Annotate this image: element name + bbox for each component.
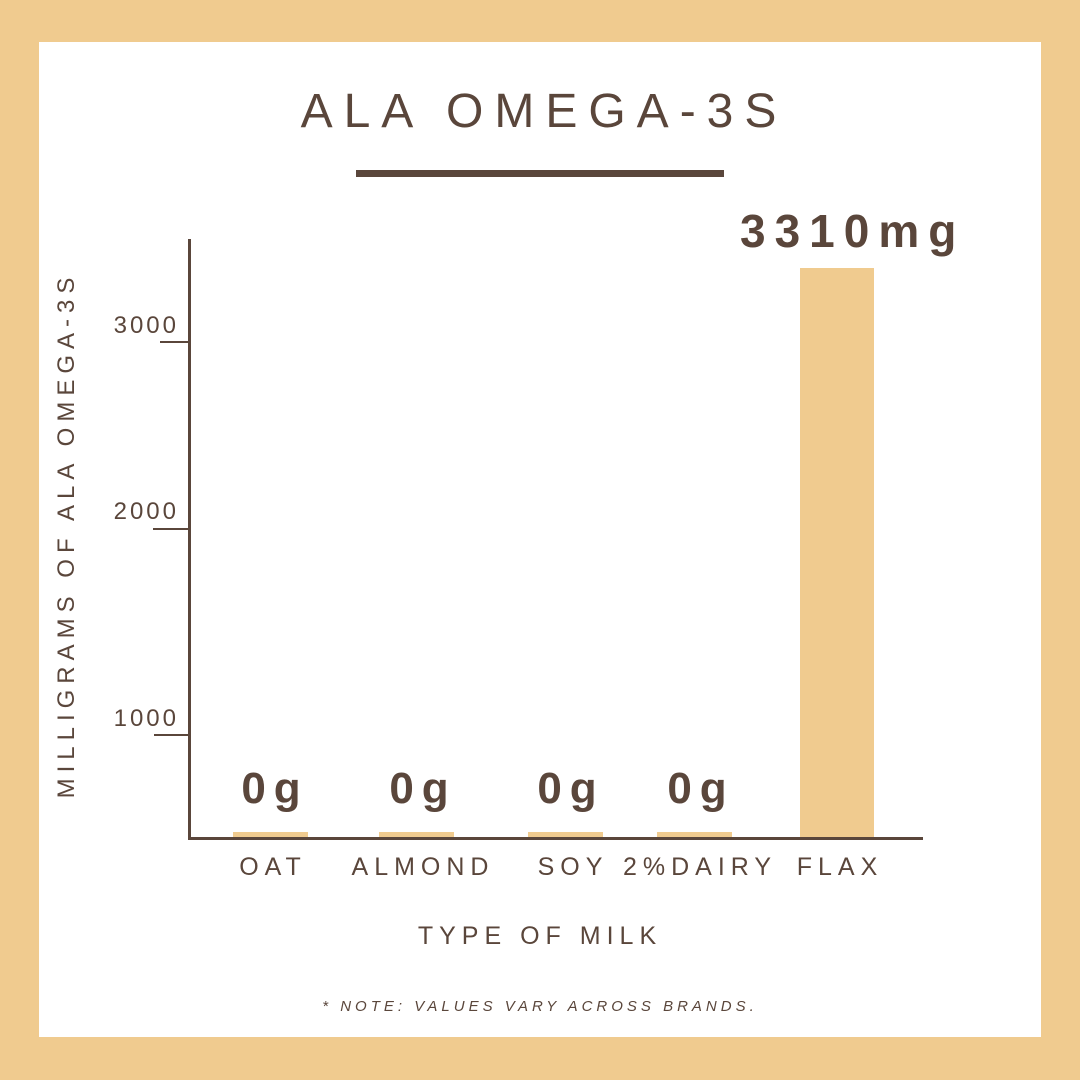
bar-flax <box>800 268 874 837</box>
y-axis-label: MILLIGRAMS OF ALA OMEGA-3S <box>53 271 80 799</box>
y-tick-label-2000: 2000 <box>113 498 179 525</box>
y-tick-3000 <box>160 341 189 343</box>
chart-title: ALA OMEGA-3S <box>300 85 788 138</box>
y-tick-label-3000: 3000 <box>113 312 179 339</box>
category-label-almond: ALMOND <box>351 853 495 881</box>
title-underline <box>356 170 724 177</box>
x-axis-line <box>188 837 923 840</box>
value-label-soy: 0g <box>537 764 605 813</box>
chart-panel <box>39 42 1041 1037</box>
category-label-2-dairy: 2%DAIRY <box>622 853 778 881</box>
category-label-oat: OAT <box>239 853 307 881</box>
bar-oat <box>233 832 308 837</box>
value-label-flax: 3310mg <box>740 205 966 257</box>
category-label-flax: FLAX <box>796 853 884 881</box>
y-axis-line <box>188 239 191 840</box>
y-tick-2000 <box>153 528 189 530</box>
bar-almond <box>379 832 454 837</box>
bar-soy <box>528 832 603 837</box>
x-axis-label: TYPE OF MILK <box>417 922 663 950</box>
footnote: * NOTE: VALUES VARY ACROSS BRANDS. <box>322 998 758 1015</box>
value-label-oat: 0g <box>241 764 309 813</box>
y-tick-1000 <box>154 734 189 736</box>
value-label-almond: 0g <box>389 764 457 813</box>
category-label-soy: SOY <box>537 853 609 881</box>
y-tick-label-1000: 1000 <box>113 705 179 732</box>
value-label-2-dairy: 0g <box>667 764 735 813</box>
bar-2-dairy <box>657 832 732 837</box>
